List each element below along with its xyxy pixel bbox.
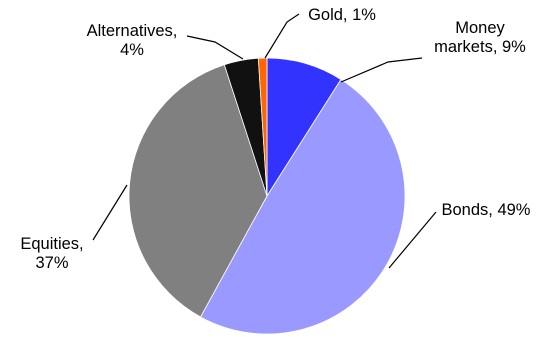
slice-label-gold: Gold, 1% xyxy=(308,6,376,24)
leader-line-equities xyxy=(92,184,128,241)
slice-label-line: Equities, xyxy=(20,235,83,253)
slice-label-line: 4% xyxy=(120,41,144,59)
leader-line-money-markets xyxy=(340,57,423,83)
slice-label-line: Bonds, 49% xyxy=(442,201,531,219)
slice-label-money-markets: Money markets, 9% xyxy=(434,19,526,56)
slice-label-equities: Equities, 37% xyxy=(20,235,83,272)
leader-lines xyxy=(92,13,437,269)
leader-line-alternatives xyxy=(186,35,244,60)
pie-slices xyxy=(128,57,406,335)
slice-label-line: Gold, 1% xyxy=(308,6,376,24)
leader-line-bonds xyxy=(388,211,437,269)
leader-line-gold xyxy=(264,13,300,59)
slice-label-alternatives: Alternatives, 4% xyxy=(87,22,178,59)
pie-slice-gold xyxy=(257,57,268,197)
slice-label-line: Alternatives, xyxy=(87,22,178,40)
pie-slice-bonds xyxy=(199,78,406,335)
slice-labels: Money markets, 9% Bonds, 49% Equities, 37% Al… xyxy=(20,6,530,272)
slice-label-line: 37% xyxy=(35,254,68,272)
pie-slice-equities xyxy=(128,64,268,318)
slice-label-line: markets, 9% xyxy=(434,38,526,56)
slice-label-line: Money xyxy=(455,19,505,37)
slice-label-bonds: Bonds, 49% xyxy=(442,201,531,219)
